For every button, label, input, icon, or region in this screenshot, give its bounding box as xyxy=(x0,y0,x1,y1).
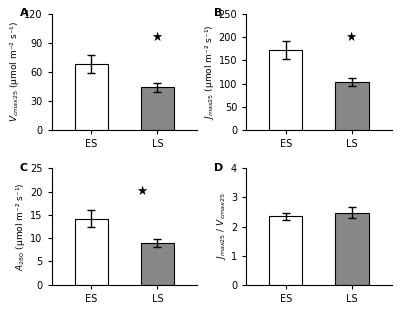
Bar xyxy=(141,243,174,285)
Bar xyxy=(336,212,368,285)
Text: ★: ★ xyxy=(345,31,356,44)
Y-axis label: $A_{280}$ (μmol m⁻² s⁻¹): $A_{280}$ (μmol m⁻² s⁻¹) xyxy=(14,182,27,271)
Text: B: B xyxy=(214,8,222,18)
Y-axis label: $J_{max25}$ (μmol m⁻² s⁻¹): $J_{max25}$ (μmol m⁻² s⁻¹) xyxy=(203,24,216,120)
Bar xyxy=(336,82,368,130)
Text: D: D xyxy=(214,163,223,173)
Y-axis label: $J_{max25}$ / $V_{cmax25}$: $J_{max25}$ / $V_{cmax25}$ xyxy=(215,193,228,261)
Text: A: A xyxy=(20,8,28,18)
Bar xyxy=(141,87,174,130)
Bar xyxy=(75,219,108,285)
Bar xyxy=(269,216,302,285)
Bar xyxy=(269,50,302,130)
Bar xyxy=(75,64,108,130)
Text: ★: ★ xyxy=(151,31,162,44)
Text: C: C xyxy=(20,163,28,173)
Text: ★: ★ xyxy=(136,185,148,198)
Y-axis label: $V_{cmax25}$ (μmol m⁻² s⁻¹): $V_{cmax25}$ (μmol m⁻² s⁻¹) xyxy=(8,21,21,123)
